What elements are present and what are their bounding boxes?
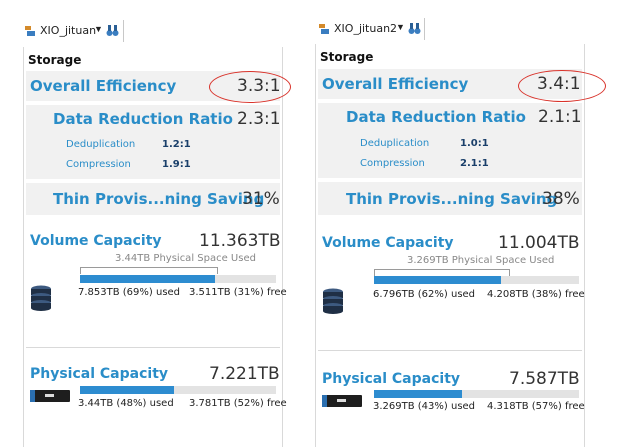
physical-free-text: 4.318TB (57%) free bbox=[487, 401, 585, 412]
left-system-selector[interactable]: XIO_jituan ▼ bbox=[24, 22, 124, 40]
compression-value: 1.9:1 bbox=[162, 159, 191, 170]
overall-efficiency-label: Overall Efficiency bbox=[322, 75, 469, 93]
data-reduction-label: Data Reduction Ratio bbox=[346, 108, 526, 126]
storage-array-icon bbox=[30, 390, 70, 402]
data-reduction-label: Data Reduction Ratio bbox=[53, 110, 233, 128]
physical-capacity-bar bbox=[374, 390, 579, 398]
physical-capacity-value: 7.587TB bbox=[509, 369, 580, 389]
deduplication-value: 1.0:1 bbox=[460, 138, 489, 149]
overall-efficiency-label: Overall Efficiency bbox=[30, 77, 177, 95]
physical-capacity-bar bbox=[80, 386, 276, 394]
physical-space-bracket bbox=[374, 269, 510, 276]
thin-provisioning-value: 31% bbox=[242, 189, 280, 209]
storage-array-icon bbox=[322, 395, 362, 407]
left-storage-panel: Storage Overall Efficiency 3.3:1 Data Re… bbox=[23, 47, 291, 447]
volume-capacity-value: 11.363TB bbox=[199, 231, 281, 251]
panel-title: Storage bbox=[28, 53, 82, 67]
volume-used-text: 7.853TB (69%) used bbox=[78, 287, 181, 298]
binoculars-icon[interactable] bbox=[106, 24, 119, 37]
section-divider bbox=[26, 347, 280, 348]
data-reduction-block: Data Reduction Ratio 2.3:1 Deduplication… bbox=[26, 105, 281, 179]
physical-used-text: 3.44TB (48%) used bbox=[78, 398, 174, 409]
volume-capacity-bar-fill bbox=[80, 275, 216, 283]
data-reduction-block: Data Reduction Ratio 2.1:1 Deduplication… bbox=[318, 103, 582, 178]
physical-space-used-label: 3.269TB Physical Space Used bbox=[407, 255, 555, 266]
thin-provisioning-block: Thin Provis...ning Saving 38% bbox=[318, 182, 582, 215]
system-name: XIO_jituan2 bbox=[334, 22, 398, 35]
volume-free-text: 4.208TB (38%) free bbox=[487, 289, 585, 300]
deduplication-label: Deduplication bbox=[360, 138, 430, 149]
data-reduction-value: 2.1:1 bbox=[538, 107, 582, 127]
panel-title: Storage bbox=[320, 50, 374, 64]
volume-capacity-label: Volume Capacity bbox=[322, 235, 454, 251]
compression-label: Compression bbox=[66, 159, 131, 170]
cluster-icon bbox=[25, 26, 35, 36]
database-icon bbox=[323, 288, 343, 314]
volume-capacity-bar bbox=[80, 275, 276, 283]
chevron-down-icon[interactable]: ▼ bbox=[396, 22, 405, 32]
right-system-selector[interactable]: XIO_jituan2 ▼ bbox=[318, 20, 428, 38]
compression-label: Compression bbox=[360, 158, 425, 169]
highlight-oval bbox=[518, 70, 606, 102]
right-storage-panel: Storage Overall Efficiency 3.4:1 Data Re… bbox=[315, 44, 606, 447]
section-divider bbox=[318, 350, 582, 351]
system-name: XIO_jituan bbox=[40, 24, 97, 37]
compression-value: 2.1:1 bbox=[460, 158, 489, 169]
data-reduction-value: 2.3:1 bbox=[237, 109, 281, 129]
volume-used-text: 6.796TB (62%) used bbox=[373, 289, 476, 300]
physical-space-bracket bbox=[80, 267, 218, 274]
binoculars-icon[interactable] bbox=[408, 22, 421, 35]
thin-provisioning-value: 38% bbox=[542, 189, 580, 209]
physical-space-used-label: 3.44TB Physical Space Used bbox=[115, 253, 256, 264]
physical-capacity-value: 7.221TB bbox=[209, 364, 280, 384]
highlight-oval bbox=[209, 71, 291, 103]
physical-capacity-bar-fill bbox=[374, 390, 463, 398]
volume-capacity-bar-fill bbox=[374, 276, 502, 284]
physical-capacity-label: Physical Capacity bbox=[30, 366, 169, 382]
volume-capacity-bar bbox=[374, 276, 579, 284]
deduplication-value: 1.2:1 bbox=[162, 139, 191, 150]
physical-free-text: 3.781TB (52%) free bbox=[189, 398, 287, 409]
volume-capacity-label: Volume Capacity bbox=[30, 233, 162, 249]
thin-provisioning-block: Thin Provis...ning Saving 31% bbox=[26, 183, 280, 215]
physical-used-text: 3.269TB (43%) used bbox=[373, 401, 476, 412]
volume-capacity-value: 11.004TB bbox=[498, 233, 580, 253]
volume-free-text: 3.511TB (31%) free bbox=[189, 287, 287, 298]
thin-provisioning-label: Thin Provis...ning Saving bbox=[53, 190, 265, 208]
physical-capacity-bar-fill bbox=[80, 386, 175, 394]
chevron-down-icon[interactable]: ▼ bbox=[94, 24, 103, 34]
database-icon bbox=[31, 285, 51, 311]
physical-capacity-label: Physical Capacity bbox=[322, 371, 461, 387]
toolbar-divider bbox=[424, 18, 425, 40]
deduplication-label: Deduplication bbox=[66, 139, 136, 150]
thin-provisioning-label: Thin Provis...ning Saving bbox=[346, 190, 558, 208]
cluster-icon bbox=[319, 24, 329, 34]
toolbar-divider bbox=[123, 20, 124, 42]
